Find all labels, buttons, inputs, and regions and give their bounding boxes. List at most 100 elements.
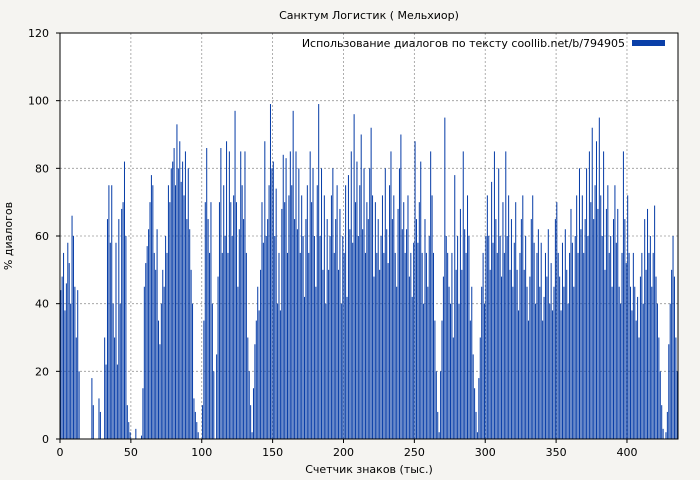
bar — [656, 303, 658, 439]
bar — [75, 337, 77, 439]
x-tick-label: 400 — [616, 446, 637, 459]
bar — [129, 432, 131, 439]
bar — [173, 148, 175, 440]
bar — [632, 252, 634, 439]
bar — [465, 252, 467, 439]
bar — [536, 252, 538, 439]
legend-swatch — [632, 40, 665, 46]
bar — [298, 168, 300, 440]
bar — [675, 337, 677, 439]
bar — [496, 252, 498, 439]
bar — [363, 168, 365, 440]
bar — [123, 161, 126, 440]
bar — [330, 195, 332, 439]
bar — [114, 337, 116, 439]
bar — [145, 263, 147, 439]
bar — [557, 252, 559, 439]
bar — [265, 236, 267, 439]
bar — [435, 371, 437, 439]
bar — [472, 354, 474, 439]
bar — [476, 432, 478, 439]
bar — [315, 286, 317, 439]
bar — [649, 236, 651, 439]
bar-series — [60, 104, 678, 440]
bar — [233, 195, 235, 439]
bar — [241, 185, 243, 439]
bar — [554, 219, 556, 439]
bar — [192, 303, 194, 439]
bar — [482, 252, 484, 439]
bar — [353, 114, 355, 439]
bar — [237, 286, 239, 439]
bar — [440, 371, 442, 439]
bar — [321, 168, 323, 440]
bar — [458, 303, 460, 439]
bar — [393, 195, 395, 439]
bar — [658, 337, 660, 439]
bar — [372, 195, 374, 439]
bar — [598, 117, 600, 439]
plot-area — [59, 32, 679, 440]
bar — [590, 202, 592, 439]
bar — [211, 303, 213, 439]
bar — [194, 411, 196, 439]
bar — [581, 195, 583, 439]
bar — [291, 185, 293, 439]
x-tick-label: 350 — [546, 446, 567, 459]
bar — [355, 202, 357, 439]
bar — [74, 286, 76, 439]
bar — [158, 320, 160, 439]
bar — [523, 269, 525, 439]
bar — [64, 310, 66, 439]
bar — [508, 195, 510, 439]
bar — [563, 286, 565, 439]
bar — [165, 236, 167, 439]
bar — [367, 219, 369, 439]
bar — [301, 195, 303, 439]
bar — [668, 344, 670, 439]
bar — [642, 303, 644, 439]
bar — [245, 252, 247, 439]
bar — [489, 269, 491, 439]
bar — [318, 104, 320, 440]
bar — [386, 229, 388, 439]
bar — [257, 286, 259, 439]
bar — [170, 168, 172, 440]
x-tick-label: 300 — [475, 446, 496, 459]
bar — [166, 252, 168, 439]
bar — [475, 411, 477, 439]
bar — [406, 229, 408, 439]
bar — [153, 252, 155, 439]
bar — [244, 151, 246, 439]
bar — [109, 242, 111, 439]
bar — [352, 242, 354, 439]
bar — [243, 219, 245, 439]
bar — [501, 276, 503, 439]
bar — [672, 236, 674, 439]
bar — [169, 202, 171, 439]
bar — [240, 151, 242, 439]
bar — [527, 320, 529, 439]
bar — [163, 286, 165, 439]
bar — [224, 236, 226, 439]
bar — [637, 296, 639, 439]
bar — [614, 185, 616, 439]
bar — [338, 269, 340, 439]
bar — [454, 175, 456, 439]
bar — [485, 236, 487, 439]
bar — [281, 208, 283, 439]
bar — [176, 124, 178, 439]
bar — [591, 127, 593, 439]
bar — [583, 252, 585, 439]
bar — [269, 104, 271, 440]
bar — [390, 151, 392, 439]
bar — [71, 215, 73, 439]
bar — [91, 378, 93, 439]
bar — [600, 195, 602, 439]
bar — [498, 168, 500, 440]
x-tick-label: 100 — [191, 446, 212, 459]
bar — [376, 252, 378, 439]
bar — [648, 252, 650, 439]
bar — [430, 151, 432, 439]
